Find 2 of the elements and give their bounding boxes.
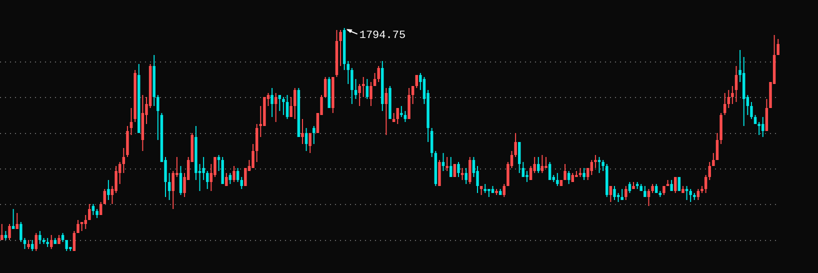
- candlestick: [362, 77, 365, 97]
- annotation: 1794.75: [359, 30, 406, 42]
